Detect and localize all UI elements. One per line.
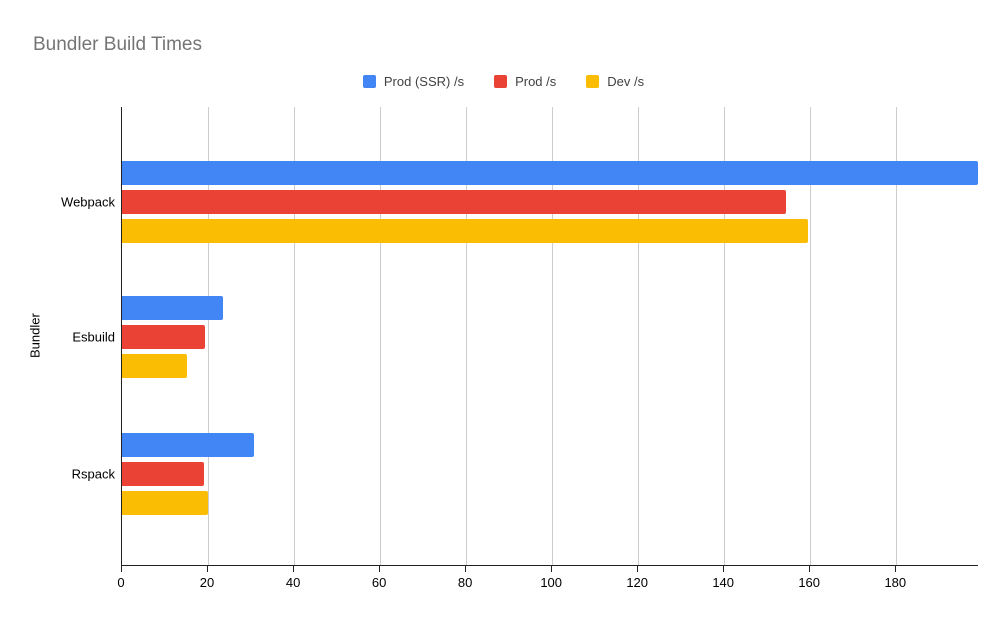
x-tick-label-20: 20 bbox=[199, 575, 215, 590]
x-tick-mark-140 bbox=[723, 566, 725, 572]
category-label-rspack: Rspack bbox=[71, 466, 115, 482]
bar-esbuild-dev-s bbox=[122, 354, 187, 378]
legend-label: Dev /s bbox=[607, 74, 645, 89]
x-tick-mark-160 bbox=[809, 566, 811, 572]
bar-rspack-dev-s bbox=[122, 491, 209, 515]
bar-webpack-dev-s bbox=[122, 219, 809, 243]
legend-label: Prod /s bbox=[515, 74, 557, 89]
bar-group-webpack bbox=[122, 161, 978, 248]
x-tick-label-180: 180 bbox=[884, 575, 907, 590]
plot-area bbox=[121, 107, 978, 566]
x-tick-label-0: 0 bbox=[117, 575, 125, 590]
x-tick-mark-100 bbox=[551, 566, 553, 572]
bar-webpack-prod-s bbox=[122, 190, 786, 214]
legend-item-prod-ssr-s: Prod (SSR) /s bbox=[362, 74, 465, 89]
bar-rspack-prod-s bbox=[122, 462, 205, 486]
gridline-140 bbox=[724, 107, 726, 565]
bar-group-rspack bbox=[122, 433, 978, 520]
gridline-120 bbox=[638, 107, 640, 565]
legend-item-prod-s: Prod /s bbox=[494, 74, 556, 89]
x-tick-label-160: 160 bbox=[798, 575, 821, 590]
y-axis-title: Bundler bbox=[27, 313, 43, 359]
bar-esbuild-prod-ssr-s bbox=[122, 296, 224, 320]
gridline-80 bbox=[466, 107, 468, 565]
x-tick-label-60: 60 bbox=[371, 575, 387, 590]
category-label-webpack: Webpack bbox=[61, 194, 115, 210]
x-tick-mark-60 bbox=[379, 566, 381, 572]
gridline-100 bbox=[552, 107, 554, 565]
legend-swatch-icon bbox=[494, 75, 508, 88]
chart-title: Bundler Build Times bbox=[33, 34, 202, 55]
x-tick-mark-20 bbox=[207, 566, 208, 572]
gridline-60 bbox=[380, 107, 382, 565]
gridline-180 bbox=[896, 107, 898, 565]
x-tick-label-140: 140 bbox=[712, 575, 735, 590]
x-tick-label-40: 40 bbox=[285, 575, 301, 590]
legend-item-dev-s: Dev /s bbox=[586, 74, 644, 89]
x-tick-mark-0 bbox=[121, 566, 122, 572]
x-tick-mark-80 bbox=[465, 566, 467, 572]
legend-swatch-icon bbox=[362, 75, 376, 88]
x-tick-label-80: 80 bbox=[457, 575, 473, 590]
x-tick-mark-180 bbox=[895, 566, 897, 572]
x-tick-mark-120 bbox=[637, 566, 639, 572]
x-tick-label-100: 100 bbox=[540, 575, 563, 590]
bar-group-esbuild bbox=[122, 296, 978, 383]
gridline-160 bbox=[810, 107, 812, 565]
legend: Prod (SSR) /s Prod /s Dev /s bbox=[0, 74, 1007, 89]
category-label-esbuild: Esbuild bbox=[72, 329, 115, 345]
bar-webpack-prod-ssr-s bbox=[122, 161, 978, 185]
bar-rspack-prod-ssr-s bbox=[122, 433, 254, 457]
bar-esbuild-prod-s bbox=[122, 325, 206, 349]
legend-label: Prod (SSR) /s bbox=[383, 74, 465, 89]
gridline-20 bbox=[208, 107, 209, 565]
x-tick-label-120: 120 bbox=[626, 575, 649, 590]
x-tick-mark-40 bbox=[293, 566, 295, 572]
gridline-40 bbox=[294, 107, 296, 565]
legend-swatch-icon bbox=[586, 75, 600, 88]
